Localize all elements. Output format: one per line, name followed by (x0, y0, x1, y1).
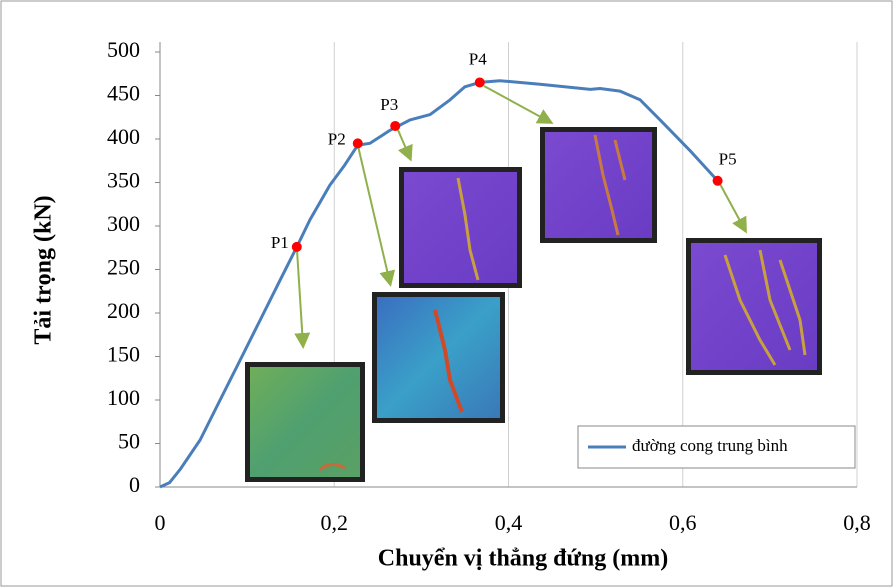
y-tick-label: 300 (107, 211, 140, 236)
point-marker (390, 120, 401, 131)
y-tick-label: 350 (107, 168, 140, 193)
y-tick-label: 500 (107, 37, 140, 62)
arrow (397, 129, 413, 162)
x-tick-label: 0,4 (495, 510, 523, 535)
point-label: P3 (380, 95, 398, 114)
dic-images (245, 127, 822, 482)
dic-image (245, 362, 365, 482)
y-tick-label: 150 (107, 342, 140, 367)
arrow (483, 85, 554, 124)
y-tick-label: 0 (129, 472, 140, 497)
y-tick-label: 200 (107, 298, 140, 323)
crack (318, 463, 346, 472)
arrows (294, 85, 747, 349)
dic-image (686, 238, 822, 375)
x-tick-label: 0,8 (843, 510, 871, 535)
point-marker (291, 241, 302, 252)
crack (593, 134, 627, 236)
point-label: P1 (271, 233, 289, 252)
y-tick-label: 100 (107, 385, 140, 410)
crack (723, 249, 807, 366)
x-tick-label: 0 (155, 510, 166, 535)
legend-label: đường cong trung bình (632, 436, 788, 455)
image-field (250, 367, 360, 477)
arrow (719, 183, 747, 234)
arrow (357, 145, 396, 287)
y-tick-label: 450 (107, 81, 140, 106)
point-label: P2 (328, 129, 346, 148)
point-label: P4 (469, 49, 487, 68)
dic-image (399, 167, 522, 288)
dic-image (372, 292, 505, 423)
image-field (377, 297, 500, 418)
y-tick-label: 400 (107, 124, 140, 149)
y-tick-label: 50 (118, 429, 140, 454)
arrow (294, 249, 311, 349)
x-tick-label: 0,6 (669, 510, 697, 535)
plot-area: 0 0,2 0,4 0,6 0,8 0 50 100 150 200 250 300 350 400 450… (107, 37, 871, 535)
point-marker (352, 138, 363, 149)
point-marker (712, 175, 723, 186)
crack (433, 309, 464, 413)
dic-image (540, 127, 657, 243)
point-label: P5 (719, 150, 737, 169)
y-tick-label: 250 (107, 255, 140, 280)
crack (456, 177, 480, 281)
x-tick-label: 0,2 (321, 510, 349, 535)
x-axis-title: Chuyển vị thẳng đứng (mm) (378, 546, 668, 572)
y-axis-title: Tải trọng (kN) (31, 195, 57, 344)
overlay: P1 P2 P3 P4 P5 đường cong trung bình (271, 49, 856, 469)
line (159, 79, 719, 489)
legend: đường cong trung bình (577, 425, 856, 469)
image-field (691, 243, 817, 370)
point-marker (474, 77, 485, 88)
